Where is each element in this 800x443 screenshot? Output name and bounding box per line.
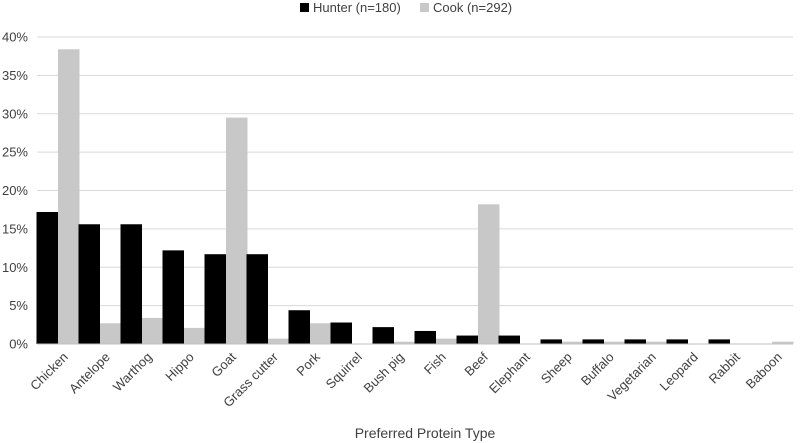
y-tick-label: 30%: [2, 106, 28, 121]
x-tick-label: Warthog: [110, 349, 155, 394]
bar-cook-pork: [310, 323, 332, 344]
legend-swatch: [300, 3, 309, 12]
bar-hunter-fish: [414, 330, 436, 344]
x-tick-label: Bush pig: [361, 349, 407, 395]
bar-cook-antelope: [100, 323, 122, 344]
bars: [36, 49, 794, 345]
bar-hunter-squirrel: [330, 322, 352, 344]
y-tick-label: 5%: [9, 298, 28, 313]
bar-hunter-rabbit: [708, 339, 730, 344]
bar-cook-beef: [478, 204, 500, 344]
bar-cook-bush-pig: [394, 341, 416, 344]
y-axis-tick-labels: 0% 5% 10% 15% 20% 25% 30% 35% 40%: [2, 30, 28, 352]
x-tick-label: Hippo: [162, 349, 197, 384]
bar-hunter-grass-cutter: [246, 254, 268, 344]
bar-hunter-bush-pig: [372, 327, 394, 344]
bar-hunter-pork: [288, 310, 310, 344]
gridlines: [37, 36, 793, 307]
y-tick-label: 35%: [2, 68, 28, 83]
bar-cook-goat: [226, 117, 248, 345]
bar-hunter-sheep: [540, 339, 562, 344]
y-tick-label: 20%: [2, 183, 28, 198]
x-tick-label: Buffalo: [578, 349, 617, 388]
x-tick-label: Beef: [461, 349, 491, 379]
x-tick-label: Baboon: [743, 349, 785, 391]
bar-cook-sheep: [562, 341, 584, 344]
bar-hunter-beef: [456, 335, 478, 344]
bar-hunter-warthog: [120, 224, 142, 344]
bar-cook-warthog: [142, 317, 164, 344]
x-tick-label: Goat: [208, 349, 239, 380]
bar-hunter-chicken: [36, 211, 58, 344]
bar-hunter-elephant: [498, 335, 520, 344]
bar-hunter-hippo: [162, 250, 184, 344]
bar-cook-hippo: [184, 327, 206, 344]
legend: Hunter (n=180) Cook (n=292): [300, 0, 512, 15]
legend-label: Cook (n=292): [433, 0, 512, 15]
y-tick-label: 25%: [2, 145, 28, 160]
x-tick-label: Rabbit: [706, 349, 743, 386]
bar-hunter-buffalo: [582, 339, 604, 344]
x-tick-label: Fish: [421, 349, 449, 377]
x-tick-label: Squirrel: [323, 349, 365, 391]
bar-cook-chicken: [58, 49, 80, 344]
x-tick-label: Antelope: [66, 349, 113, 396]
x-tick-label: Leopard: [657, 349, 701, 393]
x-tick-label: Chicken: [27, 349, 71, 393]
bar-hunter-goat: [204, 254, 226, 344]
x-axis-title: Preferred Protein Type: [355, 425, 496, 441]
bar-cook-buffalo: [604, 341, 626, 344]
bar-cook-fish: [436, 338, 458, 344]
x-tick-label: Sheep: [538, 349, 575, 386]
bar-cook-vegetarian: [646, 341, 668, 344]
bar-cook-baboon: [772, 341, 794, 344]
bar-cook-grass-cutter: [268, 338, 290, 344]
legend-swatch: [420, 3, 429, 12]
x-tick-label: Elephant: [486, 349, 533, 396]
bar-hunter-leopard: [666, 339, 688, 344]
y-tick-label: 40%: [2, 30, 28, 45]
y-tick-label: 0%: [9, 337, 28, 352]
bar-hunter-antelope: [78, 224, 100, 344]
legend-label: Hunter (n=180): [313, 0, 401, 15]
bar-hunter-vegetarian: [624, 339, 646, 344]
x-tick-label: Pork: [293, 349, 323, 379]
y-tick-label: 10%: [2, 260, 28, 275]
y-tick-label: 15%: [2, 221, 28, 236]
